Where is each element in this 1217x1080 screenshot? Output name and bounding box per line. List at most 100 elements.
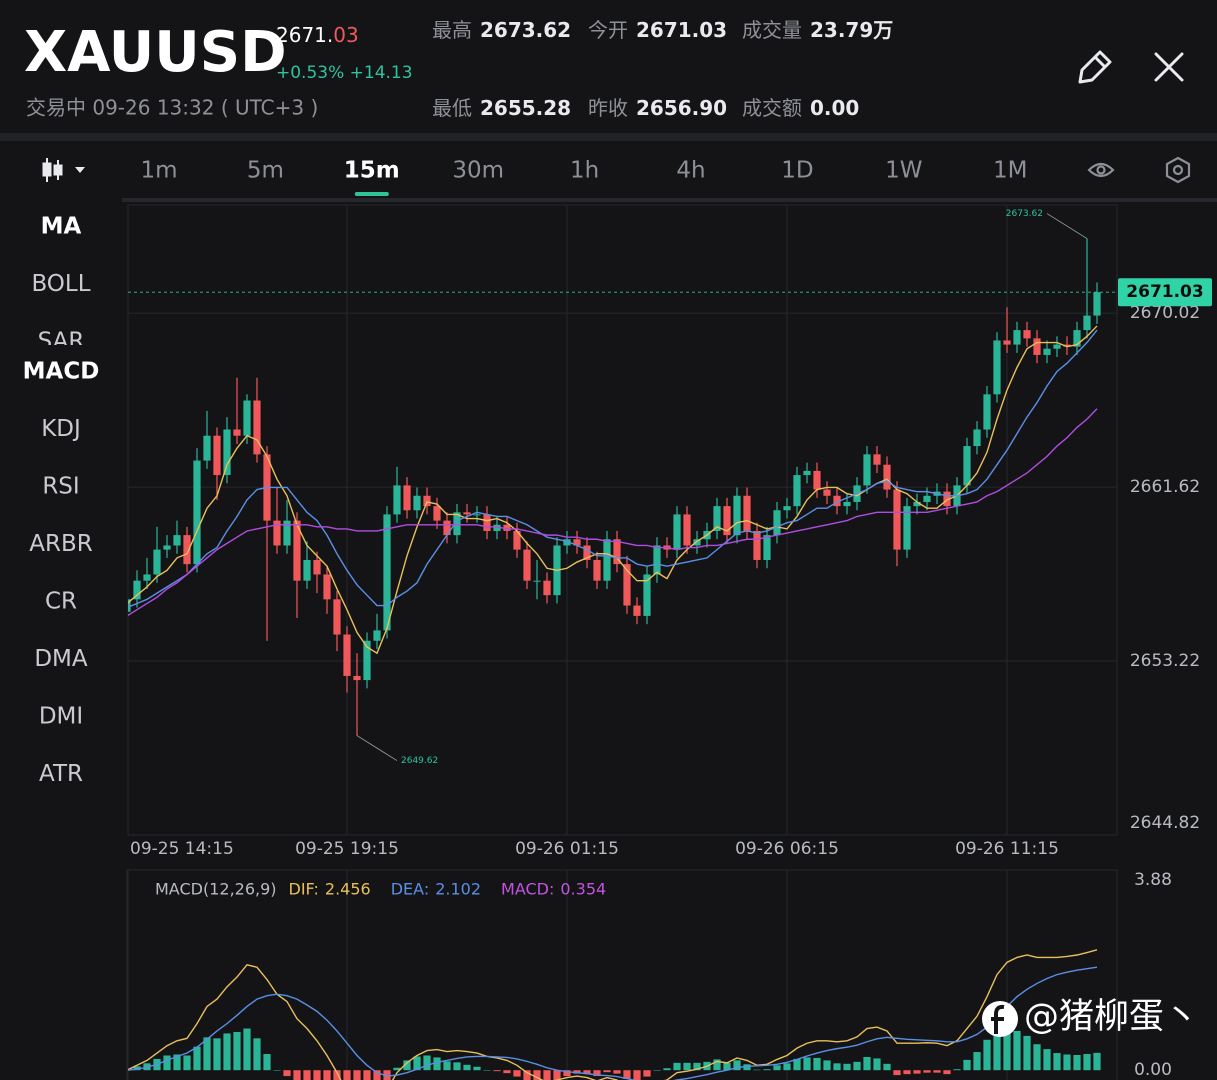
candle-body xyxy=(653,545,661,575)
timeframe-tab[interactable]: 1D xyxy=(781,158,813,184)
indicator-item[interactable]: ATR xyxy=(39,761,83,787)
candle-body xyxy=(273,520,281,546)
macd-bar xyxy=(833,1063,841,1071)
indicator-item[interactable]: DMI xyxy=(39,704,83,730)
macd-bar xyxy=(323,1070,331,1080)
legend-name: DEA: xyxy=(391,880,429,899)
header-divider xyxy=(0,133,1217,141)
watermark-logo-mark xyxy=(991,1004,1005,1034)
list-mask xyxy=(0,345,121,395)
macd-bar xyxy=(763,1069,771,1071)
stat-value: 2673.62 xyxy=(480,18,571,42)
candle-body xyxy=(543,580,551,596)
indicator-item[interactable]: MA xyxy=(41,214,82,240)
macd-bar xyxy=(823,1060,831,1071)
stat: 最高 2673.62 xyxy=(432,18,571,42)
candle-body xyxy=(373,630,381,641)
y-tick-label: 2644.82 xyxy=(1130,813,1200,833)
candle-body xyxy=(993,340,1001,395)
indicator-item[interactable]: RSI xyxy=(42,474,79,500)
x-tick-label: 09-26 06:15 xyxy=(735,839,839,859)
macd-bar xyxy=(1053,1053,1061,1071)
timeframe-tab[interactable]: 15m xyxy=(344,158,400,184)
macd-bar xyxy=(303,1070,311,1080)
timeframe-tab[interactable]: 30m xyxy=(452,158,504,184)
macd-bar xyxy=(163,1055,171,1071)
macd-bar xyxy=(1073,1055,1081,1071)
indicator-item[interactable]: ARBR xyxy=(29,531,92,557)
candle-body xyxy=(713,506,721,531)
candle-body xyxy=(463,512,471,515)
candle-body xyxy=(443,520,451,536)
macd-bar xyxy=(373,1070,381,1080)
stat-label: 最低 xyxy=(432,96,472,120)
candle-body xyxy=(623,564,631,606)
candle-body xyxy=(863,454,871,486)
macd-bar xyxy=(673,1062,681,1071)
x-tick-label: 09-25 19:15 xyxy=(295,839,399,859)
stat: 最低 2655.28 xyxy=(432,96,571,120)
macd-bar xyxy=(973,1052,981,1071)
last-price-tag xyxy=(1118,278,1212,307)
market-status: 交易中 09-26 13:32 ( UTC+3 ) xyxy=(26,96,318,120)
macd-title: MACD(12,26,9) xyxy=(155,880,277,899)
macd-bar xyxy=(403,1060,411,1071)
annotation-leader xyxy=(1046,213,1088,239)
macd-bar xyxy=(623,1070,631,1080)
timeframe-tab[interactable]: 1h xyxy=(570,158,599,184)
candle-body xyxy=(873,454,881,465)
toolbar-divider xyxy=(122,198,1217,202)
y-tick-label: 2653.22 xyxy=(1130,651,1200,671)
indicator-item[interactable]: CR xyxy=(45,589,77,615)
candle-body xyxy=(383,514,391,631)
edit-button[interactable] xyxy=(1078,50,1112,84)
macd-bar xyxy=(1083,1054,1091,1071)
candle-body xyxy=(593,559,601,581)
candle-body xyxy=(1053,344,1061,349)
timeframe-tab[interactable]: 4h xyxy=(676,158,705,184)
candle-body xyxy=(773,510,781,536)
macd-bar xyxy=(353,1070,361,1080)
indicator-item[interactable]: KDJ xyxy=(41,416,81,442)
stat: 成交额 0.00 xyxy=(742,96,859,120)
macd-bar xyxy=(743,1064,751,1071)
stat-value: 2656.90 xyxy=(636,96,727,120)
macd-bar xyxy=(283,1070,291,1077)
candle-body xyxy=(1073,330,1081,347)
visibility-button[interactable] xyxy=(1087,162,1115,178)
macd-plot xyxy=(128,949,1101,1080)
pencil-icon-line xyxy=(1093,55,1107,69)
macd-bar xyxy=(613,1070,621,1074)
timeframe-tab[interactable]: 1m xyxy=(140,158,177,184)
candle-body xyxy=(323,574,331,600)
stat: 成交量 23.79万 xyxy=(742,18,893,42)
timeframe-tab[interactable]: 1W xyxy=(885,158,922,184)
macd-line xyxy=(128,966,1098,1080)
settings-button[interactable] xyxy=(1165,156,1191,184)
macd-bar xyxy=(443,1061,451,1071)
macd-bar xyxy=(603,1070,611,1073)
close-button[interactable] xyxy=(1154,52,1184,82)
macd-bar xyxy=(943,1070,951,1075)
macd-bar xyxy=(583,1070,591,1075)
candle-body xyxy=(128,599,131,612)
macd-bar xyxy=(1063,1054,1071,1071)
indicator-item[interactable]: DMA xyxy=(34,646,88,672)
candle-body xyxy=(203,435,211,461)
candle-body xyxy=(303,559,311,581)
candle-body xyxy=(523,549,531,581)
candle-body xyxy=(833,495,841,507)
indicator-item[interactable]: MACD xyxy=(23,359,100,385)
macd-bar xyxy=(433,1057,441,1071)
stat-label: 昨收 xyxy=(588,96,628,120)
legend-value: 2.102 xyxy=(435,880,481,899)
macd-bar xyxy=(553,1070,561,1080)
timeframe-tab[interactable]: 1M xyxy=(993,158,1027,184)
timeframe-tab[interactable]: 5m xyxy=(247,158,284,184)
indicator-item[interactable]: BOLL xyxy=(31,271,90,297)
ma-line xyxy=(128,408,1098,617)
macd-bar xyxy=(683,1062,691,1071)
chart-type-button[interactable] xyxy=(42,158,85,182)
candle-body xyxy=(973,429,981,447)
